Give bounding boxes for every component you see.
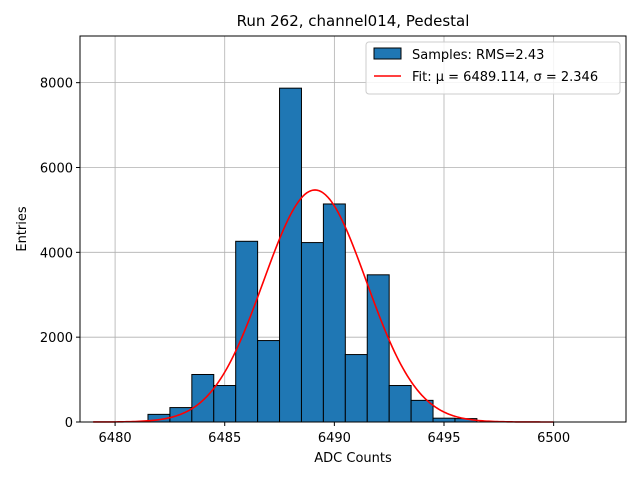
y-axis-label: Entries: [15, 206, 30, 252]
x-tick-label: 6480: [99, 431, 132, 446]
legend-label-samples: Samples: RMS=2.43: [412, 48, 544, 63]
x-tick-label: 6495: [427, 431, 460, 446]
histogram-bar: [322, 203, 346, 423]
x-axis-label: ADC Counts: [314, 451, 392, 466]
plot-frame: [79, 35, 627, 423]
legend: Samples: RMS=2.43 Fit: μ = 6489.114, σ =…: [365, 41, 621, 95]
x-tick-label: 6500: [537, 431, 570, 446]
y-tick-label: 2000: [40, 331, 73, 346]
x-axis-ticks: 6480 6485 6490 6495 6500: [99, 422, 570, 446]
fit-curve-layer: [93, 189, 554, 423]
histogram-bar: [235, 240, 259, 423]
legend-box: [365, 41, 621, 95]
histogram-bar: [191, 373, 215, 423]
histogram-bar: [366, 274, 390, 423]
y-tick-label: 8000: [40, 77, 73, 92]
histogram-bar: [279, 87, 302, 423]
histogram-bar: [257, 340, 281, 423]
y-axis-ticks: 0 2000 4000 6000 8000: [40, 77, 80, 431]
histogram-bars: [147, 87, 478, 423]
x-tick-label: 6490: [318, 431, 351, 446]
histogram-bar: [213, 385, 237, 423]
y-tick-label: 4000: [40, 246, 73, 261]
x-tick-label: 6485: [208, 431, 241, 446]
y-tick-label: 0: [65, 416, 73, 431]
fit-curve: [93, 189, 554, 423]
legend-swatch-samples: [373, 47, 402, 60]
y-tick-label: 6000: [40, 161, 73, 176]
histogram-bar: [432, 417, 456, 423]
histogram-bar: [344, 354, 368, 423]
chart-title: Run 262, channel014, Pedestal: [237, 12, 470, 30]
histogram-bar: [388, 385, 412, 423]
legend-label-fit: Fit: μ = 6489.114, σ = 2.346: [412, 70, 598, 85]
histogram-bar: [300, 242, 324, 423]
